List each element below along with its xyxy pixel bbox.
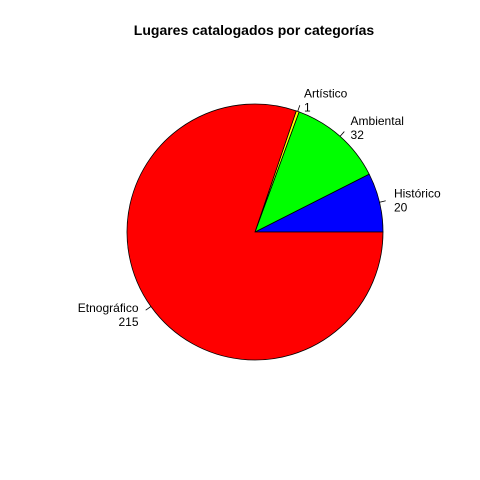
leader-line-etnografico bbox=[145, 306, 152, 311]
leader-line-historico bbox=[379, 200, 386, 203]
slice-value-ambiental: 32 bbox=[351, 128, 365, 142]
slice-value-etnografico: 215 bbox=[118, 315, 138, 329]
pie-slice-etnografico bbox=[126, 103, 384, 361]
slice-label-historico: Histórico bbox=[394, 186, 441, 200]
slice-label-etnografico: Etnográfico bbox=[78, 301, 139, 315]
slice-value-historico: 20 bbox=[394, 200, 408, 214]
slice-label-ambiental: Ambiental bbox=[351, 114, 404, 128]
chart-title: Lugares catalogados por categorías bbox=[134, 22, 375, 38]
slice-label-artistico: Artístico bbox=[304, 86, 348, 100]
leader-line-ambiental bbox=[339, 131, 345, 137]
pie-slice-ambiental bbox=[254, 111, 370, 233]
pie-slices bbox=[126, 103, 384, 361]
slice-value-artistico: 1 bbox=[304, 100, 311, 114]
leader-line-artistico bbox=[297, 105, 301, 112]
